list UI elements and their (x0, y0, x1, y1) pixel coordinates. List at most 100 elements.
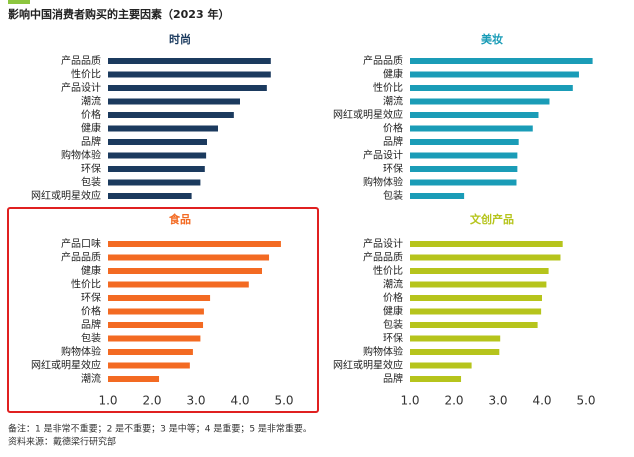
category-label: 网红或明星效应 (333, 359, 403, 372)
x-tick-label: 1.0 (98, 394, 117, 408)
bar (410, 281, 547, 288)
bar (410, 295, 542, 301)
bar (410, 85, 573, 91)
bar (108, 85, 267, 91)
bar (410, 376, 462, 382)
bar (410, 139, 519, 145)
bar (108, 98, 240, 105)
x-tick-label: 3.0 (186, 394, 205, 408)
category-label: 环保 (383, 162, 403, 175)
x-tick-label: 4.0 (230, 394, 249, 408)
category-label: 产品口味 (61, 237, 101, 250)
category-label: 品牌 (81, 135, 101, 148)
x-tick-label: 2.0 (444, 394, 463, 408)
category-label: 环保 (81, 291, 101, 304)
category-label: 包装 (383, 318, 403, 331)
category-label: 产品品质 (363, 54, 403, 67)
x-tick-label: 2.0 (142, 394, 161, 408)
bar (410, 254, 561, 261)
note: 备注：1 是非常不重要；2 是不重要；3 是中等；4 是重要；5 是非常重要。 (8, 423, 312, 435)
category-label: 网红或明星效应 (31, 359, 101, 372)
category-label: 产品品质 (61, 54, 101, 67)
bar (108, 112, 234, 118)
bar (108, 376, 160, 382)
x-tick-label: 1.0 (400, 394, 419, 408)
category-label: 产品设计 (363, 237, 403, 250)
bar (410, 125, 533, 132)
category-label: 产品品质 (363, 251, 403, 264)
x-tick-label: 5.0 (576, 394, 595, 408)
category-label: 品牌 (383, 372, 403, 385)
bar (108, 193, 192, 199)
category-label: 产品设计 (61, 81, 101, 94)
category-label: 健康 (383, 68, 403, 81)
panel-title: 美妆 (481, 32, 503, 46)
category-label: 包装 (81, 176, 101, 189)
bar (108, 139, 207, 145)
category-label: 购物体验 (363, 345, 403, 358)
bar (108, 58, 271, 64)
bar (108, 268, 262, 274)
decor-bar (8, 0, 30, 4)
page-title: 影响中国消费者购买的主要因素（2023 年） (8, 7, 229, 21)
category-label: 网红或明星效应 (31, 189, 101, 202)
bar (108, 152, 207, 159)
category-label: 产品设计 (363, 149, 403, 162)
source: 资料来源：戴德梁行研究部 (8, 436, 116, 448)
category-label: 网红或明星效应 (333, 108, 403, 121)
bar (108, 71, 271, 78)
category-label: 价格 (383, 291, 403, 304)
category-label: 购物体验 (61, 345, 101, 358)
category-label: 价格 (383, 122, 403, 135)
category-label: 价格 (81, 305, 101, 318)
bar (108, 125, 218, 132)
bar (410, 193, 465, 199)
bar (108, 241, 281, 247)
category-label: 性价比 (71, 68, 101, 81)
bar (108, 362, 190, 369)
category-label: 产品品质 (61, 251, 101, 264)
bar (410, 58, 593, 64)
category-label: 潮流 (81, 95, 101, 108)
category-label: 潮流 (81, 372, 101, 385)
bar (410, 166, 518, 172)
category-label: 健康 (81, 264, 101, 277)
category-label: 包装 (383, 189, 403, 202)
highlight-box (7, 207, 319, 413)
bar (108, 166, 205, 172)
category-label: 品牌 (383, 135, 403, 148)
category-label: 环保 (383, 332, 403, 345)
panel-title: 文创产品 (470, 212, 514, 226)
category-label: 性价比 (373, 264, 403, 277)
category-label: 环保 (81, 162, 101, 175)
panel-title: 食品 (169, 212, 191, 226)
bar (410, 322, 538, 328)
x-tick-label: 3.0 (488, 394, 507, 408)
category-label: 性价比 (373, 81, 403, 94)
category-label: 品牌 (81, 318, 101, 331)
bar (410, 349, 500, 355)
bar (410, 308, 542, 315)
category-label: 购物体验 (363, 176, 403, 189)
category-label: 潮流 (383, 278, 403, 291)
x-tick-label: 4.0 (532, 394, 551, 408)
bar (108, 281, 249, 288)
bar (410, 241, 563, 247)
x-tick-label: 5.0 (274, 394, 293, 408)
category-label: 健康 (81, 122, 101, 135)
panel-title: 时尚 (169, 32, 191, 46)
bar (108, 254, 270, 261)
bar (108, 335, 201, 342)
bar (410, 268, 549, 274)
bar (410, 98, 550, 105)
bar (410, 112, 539, 118)
bar (410, 179, 517, 186)
bar (410, 71, 579, 78)
category-label: 性价比 (71, 278, 101, 291)
bar (108, 308, 204, 315)
category-label: 购物体验 (61, 149, 101, 162)
bar (108, 295, 211, 301)
category-label: 包装 (81, 332, 101, 345)
bar (108, 179, 201, 186)
